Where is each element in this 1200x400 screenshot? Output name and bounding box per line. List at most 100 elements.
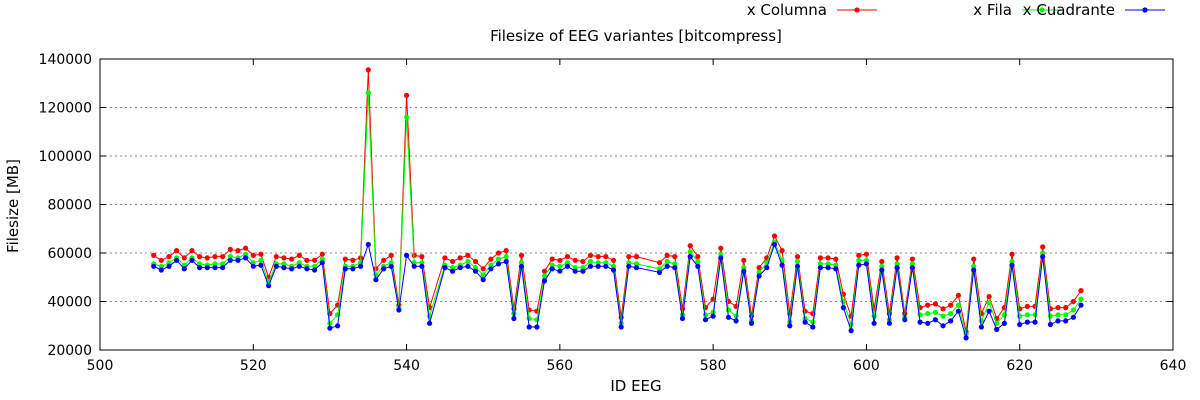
data-point [472, 265, 479, 271]
data-point [243, 255, 249, 261]
data-point [181, 262, 187, 268]
data-point [327, 325, 333, 331]
data-point [672, 261, 678, 267]
data-point [925, 320, 931, 326]
data-point [925, 302, 931, 308]
data-point [618, 324, 624, 330]
data-point [1078, 288, 1084, 294]
data-point [181, 255, 187, 261]
data-point [388, 260, 394, 266]
data-point [794, 263, 801, 269]
data-point [679, 315, 686, 322]
y-tick-label: 20000 [47, 343, 92, 359]
data-point [894, 255, 900, 261]
data-point [327, 320, 333, 326]
data-point [963, 335, 969, 341]
data-point [871, 313, 877, 319]
data-point [1047, 313, 1053, 319]
data-point [948, 311, 954, 317]
data-point [564, 260, 571, 266]
data-point [465, 263, 471, 269]
data-point [886, 320, 893, 326]
data-point [388, 263, 394, 269]
data-point [695, 258, 701, 265]
data-point [304, 266, 310, 272]
data-point [1078, 302, 1084, 308]
data-point [572, 268, 578, 274]
data-point [978, 324, 985, 330]
data-point [197, 254, 203, 260]
data-point [220, 261, 226, 267]
data-point [319, 251, 325, 257]
data-point [189, 248, 195, 254]
data-point [741, 265, 747, 271]
data-point [404, 114, 410, 120]
data-point [994, 326, 1000, 332]
data-point [258, 257, 264, 263]
data-point [564, 263, 571, 269]
data-point [312, 257, 318, 263]
data-point [702, 317, 709, 323]
data-point [833, 266, 839, 272]
grid [100, 107, 1173, 302]
data-point [909, 261, 916, 267]
data-point [465, 252, 471, 258]
data-point [503, 254, 509, 260]
y-tick-label: 80000 [47, 198, 92, 214]
x-tick-label: 520 [240, 358, 267, 374]
data-point [825, 255, 831, 261]
data-point [925, 311, 931, 317]
data-point [840, 305, 847, 311]
data-point [204, 265, 210, 271]
data-point [695, 254, 701, 260]
y-tick-label: 60000 [47, 246, 92, 262]
data-point [273, 263, 279, 269]
data-point [174, 257, 180, 263]
legend-marker [854, 7, 860, 13]
data-point [1024, 319, 1030, 325]
x-tick-label: 620 [1006, 358, 1033, 374]
data-point [335, 323, 341, 329]
x-tick-label: 500 [87, 358, 114, 374]
data-point [718, 255, 724, 261]
legend-label: x Fila [973, 1, 1012, 19]
y-tick-label: 40000 [47, 295, 92, 311]
data-point [281, 261, 287, 267]
data-point [296, 263, 302, 269]
data-point [764, 265, 770, 271]
data-point [549, 262, 555, 268]
data-point [1063, 318, 1069, 324]
data-point [312, 263, 318, 269]
data-point [1055, 312, 1061, 318]
data-point [365, 241, 371, 248]
data-point [541, 273, 548, 279]
data-point [1009, 251, 1015, 257]
data-point [158, 267, 164, 273]
data-point [212, 261, 218, 267]
data-point [817, 261, 824, 267]
data-point [756, 273, 762, 279]
data-point [1009, 262, 1015, 268]
data-point [227, 257, 233, 263]
y-tick-label: 100000 [39, 149, 92, 165]
data-point [419, 263, 425, 269]
data-point [189, 257, 195, 263]
data-point [296, 260, 302, 266]
data-point [1078, 296, 1084, 302]
data-point [243, 245, 249, 251]
data-point [151, 263, 157, 269]
data-point [917, 319, 923, 325]
data-point [480, 277, 486, 283]
data-point [495, 250, 502, 256]
data-point [863, 251, 870, 257]
data-point [281, 265, 287, 271]
data-point [472, 258, 479, 265]
data-point [656, 269, 663, 275]
data-point [381, 257, 387, 263]
data-point [664, 258, 670, 265]
data-point [810, 324, 816, 330]
data-point [802, 319, 808, 325]
data-point [557, 268, 563, 274]
series-0 [151, 67, 1084, 335]
